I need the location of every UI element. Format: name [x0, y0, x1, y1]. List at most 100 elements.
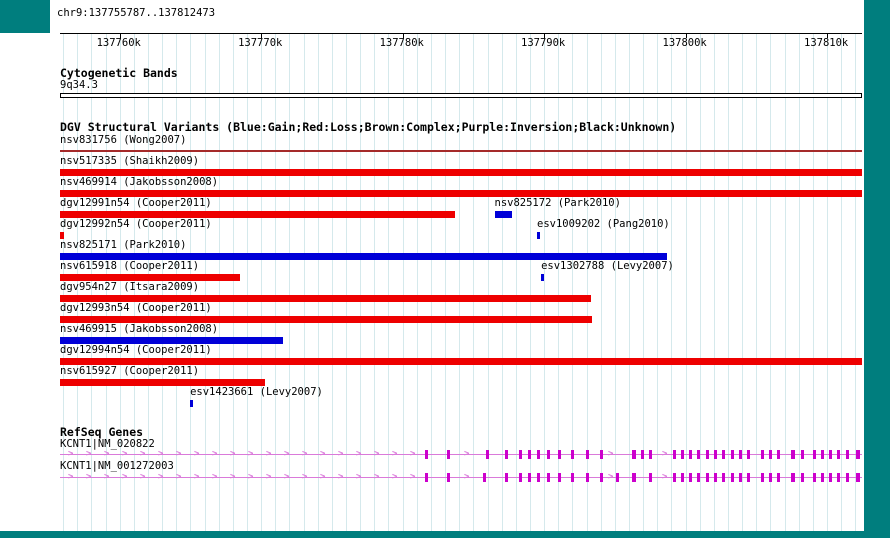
transcript-intron-line[interactable] — [60, 477, 862, 478]
exon[interactable] — [447, 473, 451, 482]
exon[interactable] — [829, 450, 833, 459]
exon[interactable] — [571, 473, 575, 482]
exon[interactable] — [769, 473, 773, 482]
strand-chevron: > — [122, 472, 128, 482]
exon[interactable] — [528, 473, 532, 482]
exon[interactable] — [747, 473, 751, 482]
transcript-intron-line[interactable] — [60, 454, 862, 455]
variant-bar[interactable] — [60, 169, 862, 176]
exon[interactable] — [528, 450, 532, 459]
ruler-axis-line — [60, 33, 862, 34]
exon[interactable] — [731, 450, 735, 459]
exon[interactable] — [739, 473, 743, 482]
exon[interactable] — [689, 473, 693, 482]
exon[interactable] — [722, 473, 726, 482]
variant-bar[interactable] — [494, 211, 513, 218]
exon[interactable] — [761, 450, 765, 459]
exon[interactable] — [706, 473, 710, 482]
exon[interactable] — [486, 450, 490, 459]
exon[interactable] — [649, 450, 653, 459]
exon[interactable] — [586, 450, 590, 459]
exon[interactable] — [558, 450, 562, 459]
variant-bar[interactable] — [60, 253, 668, 260]
exon[interactable] — [505, 450, 509, 459]
exon[interactable] — [846, 473, 850, 482]
exon[interactable] — [714, 473, 718, 482]
exon[interactable] — [519, 473, 523, 482]
exon[interactable] — [425, 473, 429, 482]
exon[interactable] — [483, 473, 487, 482]
exon[interactable] — [714, 450, 718, 459]
gridline — [246, 34, 248, 531]
exon[interactable] — [632, 473, 636, 482]
exon[interactable] — [641, 450, 645, 459]
exon[interactable] — [600, 473, 604, 482]
exon[interactable] — [739, 450, 743, 459]
exon[interactable] — [747, 450, 751, 459]
exon[interactable] — [632, 450, 636, 459]
exon[interactable] — [697, 450, 701, 459]
exon[interactable] — [519, 450, 523, 459]
exon[interactable] — [558, 473, 562, 482]
exon[interactable] — [447, 450, 451, 459]
variant-bar[interactable] — [60, 232, 65, 239]
exon[interactable] — [616, 473, 620, 482]
variant-bar[interactable] — [60, 211, 455, 218]
ruler-tick-label: 137800k — [662, 37, 707, 49]
region-position-label: chr9:137755787..137812473 — [57, 7, 216, 19]
exon[interactable] — [697, 473, 701, 482]
exon[interactable] — [681, 450, 685, 459]
exon[interactable] — [681, 473, 685, 482]
exon[interactable] — [813, 450, 817, 459]
exon[interactable] — [777, 473, 781, 482]
exon[interactable] — [821, 473, 825, 482]
exon[interactable] — [547, 450, 551, 459]
exon[interactable] — [722, 450, 726, 459]
exon[interactable] — [537, 450, 541, 459]
gridline — [289, 34, 291, 531]
gridline — [756, 34, 758, 531]
exon[interactable] — [731, 473, 735, 482]
exon[interactable] — [761, 473, 765, 482]
exon[interactable] — [846, 450, 850, 459]
exon[interactable] — [821, 450, 825, 459]
variant-bar[interactable] — [60, 150, 862, 152]
strand-chevron: > — [266, 472, 272, 482]
exon[interactable] — [837, 450, 841, 459]
variant-bar[interactable] — [60, 295, 591, 302]
exon[interactable] — [837, 473, 841, 482]
variant-bar[interactable] — [60, 190, 862, 197]
variant-bar[interactable] — [60, 316, 593, 323]
variant-bar[interactable] — [60, 274, 240, 281]
exon[interactable] — [689, 450, 693, 459]
exon[interactable] — [547, 473, 551, 482]
variant-bar[interactable] — [541, 274, 545, 281]
exon[interactable] — [586, 473, 590, 482]
exon[interactable] — [673, 450, 677, 459]
exon[interactable] — [829, 473, 833, 482]
variant-bar[interactable] — [60, 358, 862, 365]
exon[interactable] — [791, 450, 795, 459]
variant-bar[interactable] — [190, 400, 194, 407]
exon[interactable] — [673, 473, 677, 482]
exon[interactable] — [571, 450, 575, 459]
exon[interactable] — [706, 450, 710, 459]
variant-label: nsv825172 (Park2010) — [494, 197, 621, 209]
exon[interactable] — [649, 473, 653, 482]
variant-bar[interactable] — [60, 337, 283, 344]
exon[interactable] — [600, 450, 604, 459]
exon[interactable] — [791, 473, 795, 482]
exon[interactable] — [813, 473, 817, 482]
variant-bar[interactable] — [537, 232, 541, 239]
exon[interactable] — [801, 450, 805, 459]
exon[interactable] — [537, 473, 541, 482]
exon[interactable] — [425, 450, 429, 459]
exon[interactable] — [856, 450, 860, 459]
exon[interactable] — [777, 450, 781, 459]
exon[interactable] — [505, 473, 509, 482]
exon[interactable] — [769, 450, 773, 459]
strand-chevron: > — [284, 449, 290, 459]
exon[interactable] — [801, 473, 805, 482]
exon[interactable] — [856, 473, 860, 482]
variant-bar[interactable] — [60, 379, 265, 386]
